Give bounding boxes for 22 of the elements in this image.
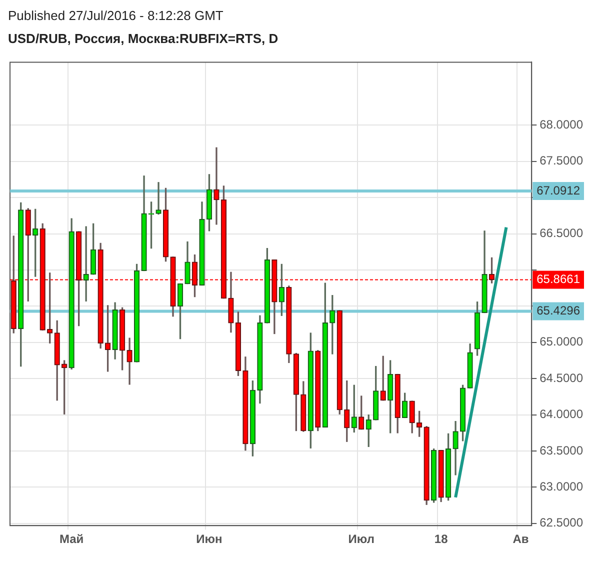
x-tick-label: Июн (196, 532, 222, 546)
ref-line-label: 65.4296 (536, 304, 580, 318)
y-tick-label: 67.5000 (540, 154, 584, 168)
candlestick (214, 147, 220, 225)
x-tick-label: Июл (348, 532, 374, 546)
x-tick-label: 18 (434, 532, 448, 546)
y-tick-label: 63.5000 (540, 443, 584, 458)
x-tick-label: Май (59, 532, 84, 546)
y-tick-label: 65.0000 (540, 334, 584, 349)
candlestick (156, 182, 162, 215)
y-tick-label: 62.5000 (540, 516, 584, 530)
y-tick-label: 68.0000 (540, 118, 584, 132)
chart-subtitle: Published 27/Jul/2016 - 8:12:28 GMT (8, 8, 224, 23)
y-tick-label: 64.0000 (540, 407, 584, 422)
ref-line-label: 65.8661 (536, 272, 580, 286)
candlestick (83, 226, 89, 302)
chart-title: USD/RUB, Россия, Москва:RUBFIX=RTS, D (8, 31, 280, 46)
ref-line-label: 67.0912 (536, 183, 580, 198)
x-tick-label: Ав (512, 532, 529, 546)
y-tick-label: 63.0000 (540, 480, 584, 494)
y-tick-label: 66.5000 (540, 226, 584, 240)
y-tick-label: 64.5000 (540, 370, 584, 385)
